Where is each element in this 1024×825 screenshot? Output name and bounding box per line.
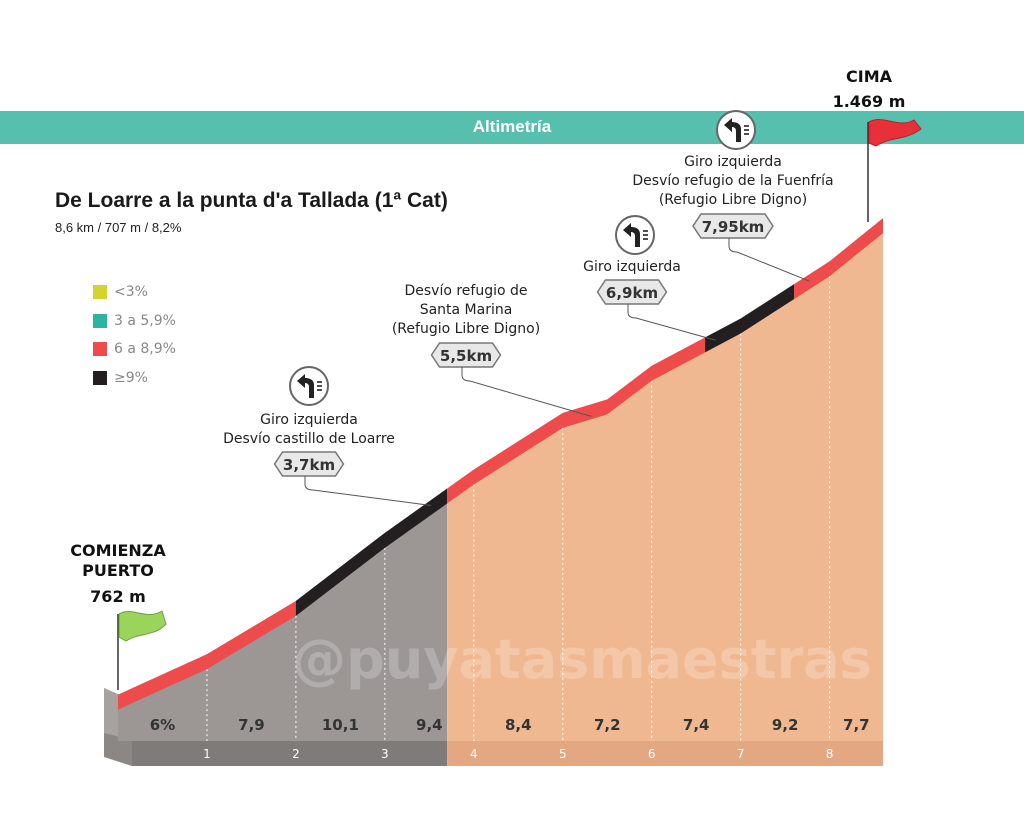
gradient-segment xyxy=(794,218,883,300)
legend-item: ≥9% xyxy=(93,364,176,393)
legend-label: <3% xyxy=(114,284,148,301)
km-label: 1 xyxy=(203,747,211,761)
summit-label: CIMA xyxy=(846,67,893,86)
km-label: 2 xyxy=(292,747,300,761)
start-flag xyxy=(117,610,167,690)
watermark: @puyatasmaestras xyxy=(292,628,872,691)
legend-swatch xyxy=(93,342,107,357)
legend-label: 6 a 8,9% xyxy=(114,341,176,358)
y-tick-label: 1.300 xyxy=(893,328,927,342)
callout-text: Desvío castillo de Loarre xyxy=(223,431,395,447)
y-tick-label: 1.200 xyxy=(893,395,927,409)
gradient-label: 7,9 xyxy=(238,716,265,734)
y-tick-label: 800 xyxy=(893,665,916,679)
callout-text: Santa Marina xyxy=(420,302,513,318)
km-label: 5 xyxy=(559,747,567,761)
gradient-segment xyxy=(447,337,706,504)
callout: Giro izquierda 6,9km xyxy=(583,215,716,341)
km-label: 4 xyxy=(470,747,478,761)
gradient-label: 9,4 xyxy=(416,716,443,734)
callout-text: (Refugio Libre Digno) xyxy=(659,192,807,208)
summit-flag xyxy=(867,119,922,222)
gradient-segment xyxy=(705,284,795,353)
turn-left-icon xyxy=(615,215,655,255)
callout-text: Desvío refugio de la Fuenfría xyxy=(632,173,833,189)
callout-leader xyxy=(728,238,810,282)
legend-swatch xyxy=(93,370,107,385)
gradient-legend: <3% 3 a 5,9% 6 a 8,9% ≥9% xyxy=(93,278,176,392)
km-badge-label: 7,95km xyxy=(702,218,765,236)
y-tick-label: 1.400 xyxy=(893,261,927,275)
gradient-label: 7,4 xyxy=(683,716,710,734)
km-badge xyxy=(692,213,774,239)
page-subtitle: 8,6 km / 707 m / 8,2% xyxy=(55,220,182,235)
callout: Giro izquierda Desvío castillo de Loarre 3… xyxy=(223,366,432,506)
start-elevation: 762 m xyxy=(90,587,146,606)
gradient-label: 7,2 xyxy=(594,716,621,734)
start-label-2: PUERTO xyxy=(82,561,154,580)
callout-text: (Refugio Libre Digno) xyxy=(392,321,540,337)
km-badge-label: 5,5km xyxy=(440,347,492,365)
gradient-label: 9,2 xyxy=(772,716,799,734)
callout-text: Giro izquierda xyxy=(260,412,358,428)
km-band-left xyxy=(132,741,448,766)
y-tick-label: 1.000 xyxy=(893,530,927,544)
callout-text: Giro izquierda xyxy=(684,154,782,170)
gradient-segment xyxy=(295,488,448,616)
km-badge xyxy=(596,279,668,305)
legend-item: <3% xyxy=(93,278,176,307)
legend-item: 3 a 5,9% xyxy=(93,307,176,336)
summit-elevation: 1.469 m xyxy=(833,92,906,111)
turn-left-icon xyxy=(289,366,329,406)
gradient-label: 10,1 xyxy=(322,716,359,734)
callout-leader xyxy=(461,367,592,417)
summit-flag-icon xyxy=(868,119,922,147)
y-tick-label: 900 xyxy=(893,598,916,612)
turn-left-icon xyxy=(716,110,756,150)
km-label: 3 xyxy=(381,747,389,761)
legend-label: ≥9% xyxy=(114,369,148,386)
legend-item: 6 a 8,9% xyxy=(93,335,176,364)
gradient-label: 8,4 xyxy=(505,716,532,734)
callout: Giro izquierda Desvío refugio de la Fuenf… xyxy=(632,110,834,282)
start-label-1: COMIENZA xyxy=(70,541,166,560)
km-label: 6 xyxy=(648,747,656,761)
km-badge xyxy=(430,342,502,368)
callout-leader xyxy=(627,304,716,341)
y-tick-label: 1.100 xyxy=(893,463,927,477)
gradient-label: 7,7 xyxy=(843,716,870,734)
page-title: De Loarre a la punta d'a Tallada (1ª Cat… xyxy=(55,189,448,212)
gradient-segment xyxy=(118,600,296,710)
legend-label: 3 a 5,9% xyxy=(114,312,176,329)
km-label: 8 xyxy=(826,747,834,761)
km-badge xyxy=(273,451,345,477)
callout-leader xyxy=(304,476,432,506)
legend-swatch xyxy=(93,313,107,328)
gradient-label: 6% xyxy=(150,716,175,734)
callout: Desvío refugio de Santa Marina (Refugio Li… xyxy=(392,283,592,417)
km-badge-label: 3,7km xyxy=(283,456,335,474)
banner-title: Altimetría xyxy=(472,117,552,136)
km-badge-label: 6,9km xyxy=(606,284,658,302)
km-label: 7 xyxy=(737,747,745,761)
legend-swatch xyxy=(93,285,107,300)
callout-text: Giro izquierda xyxy=(583,259,681,275)
header-banner xyxy=(0,111,1024,144)
start-flag-icon xyxy=(118,610,167,642)
profile-area-right xyxy=(447,221,883,741)
km-band-right xyxy=(447,741,883,766)
callout-text: Desvío refugio de xyxy=(404,283,527,299)
